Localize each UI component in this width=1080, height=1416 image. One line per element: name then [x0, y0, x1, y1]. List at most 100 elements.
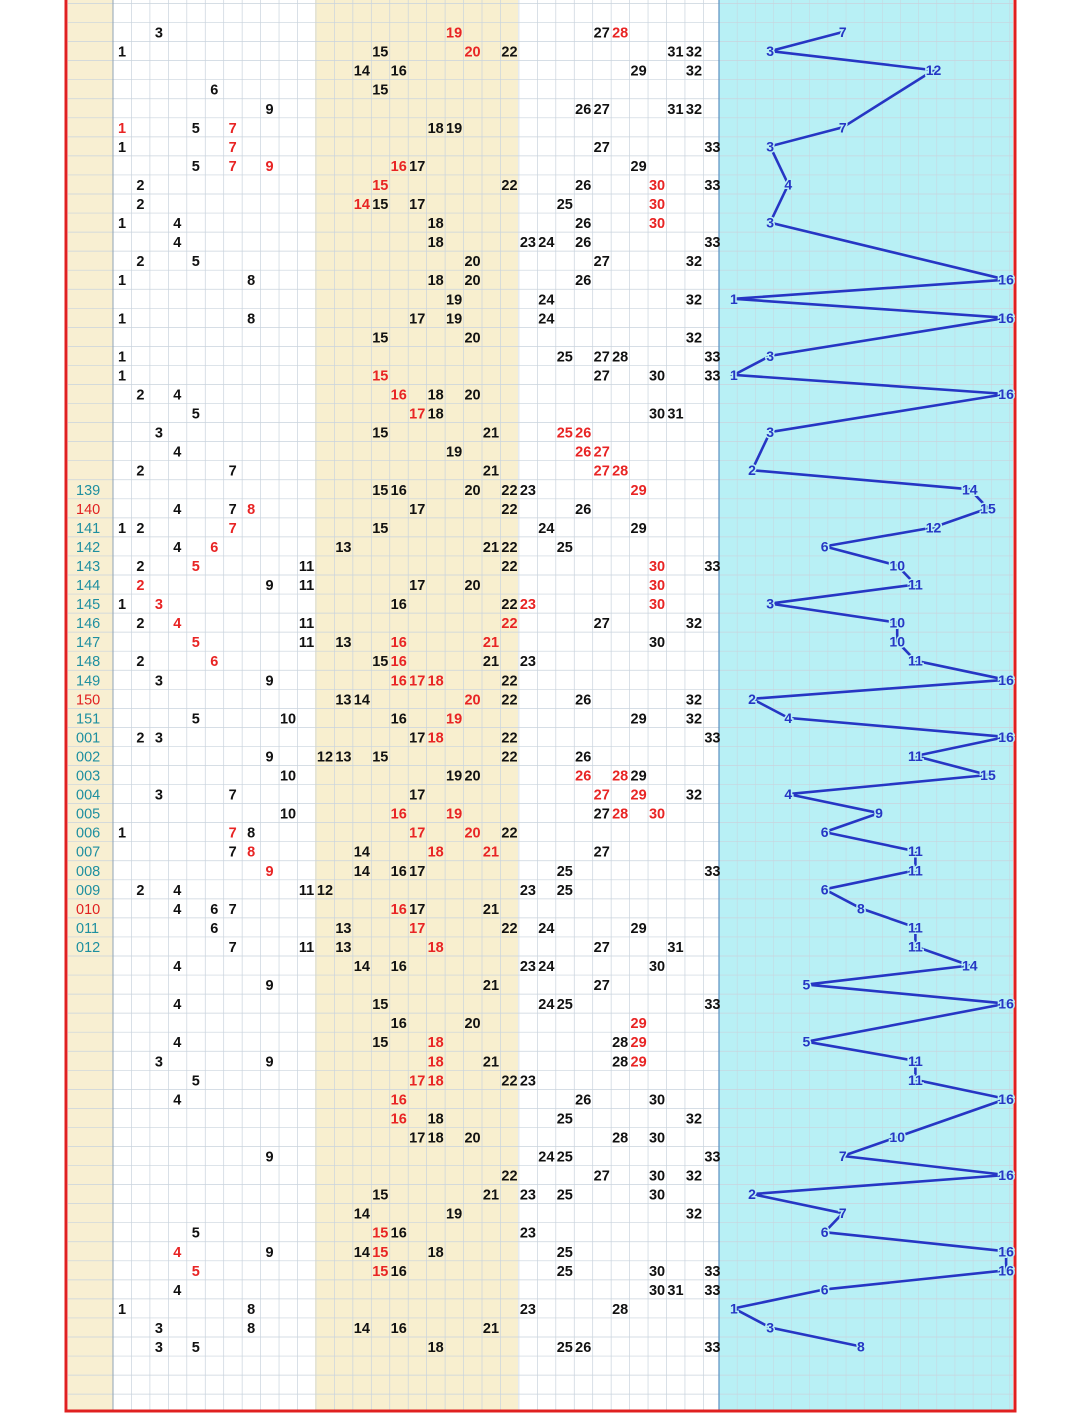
ball-number: 10 — [280, 807, 296, 823]
ball-number: 5 — [192, 407, 200, 423]
ball-number: 14 — [354, 1321, 370, 1337]
ball-number: 25 — [557, 1150, 573, 1166]
period-label: 012 — [76, 940, 100, 956]
period-label: 011 — [76, 921, 99, 937]
ball-number: 13 — [335, 540, 351, 556]
ball-number: 25 — [557, 349, 573, 365]
ball-number: 21 — [483, 1188, 499, 1204]
ball-number: 26 — [575, 216, 591, 232]
ball-number: 26 — [575, 502, 591, 518]
ball-number: 1 — [118, 273, 126, 289]
ball-number: 22 — [501, 45, 517, 61]
ball-number: 21 — [483, 464, 499, 480]
ball-number: 26 — [575, 749, 591, 765]
ball-number: 11 — [299, 559, 314, 575]
ball-number: 7 — [229, 940, 237, 956]
period-label: 002 — [76, 749, 100, 765]
ball-number: 26 — [575, 426, 591, 442]
ball-number: 4 — [173, 902, 181, 918]
ball-number: 20 — [464, 254, 480, 270]
period-label: 149 — [76, 673, 100, 689]
ball-number: 4 — [173, 540, 181, 556]
ball-number: 5 — [192, 635, 200, 651]
ball-number: 23 — [520, 1188, 536, 1204]
ball-number: 28 — [612, 1302, 628, 1318]
trend-point-label: 1 — [730, 367, 738, 383]
ball-number: 5 — [192, 254, 200, 270]
ball-number: 19 — [446, 711, 462, 727]
ball-number: 22 — [501, 502, 517, 518]
ball-number: 33 — [704, 178, 720, 194]
ball-number: 27 — [594, 26, 610, 42]
ball-number: 18 — [428, 1340, 444, 1356]
trend-point-label: 16 — [998, 1091, 1014, 1107]
ball-number: 9 — [266, 1150, 274, 1166]
ball-number: 27 — [594, 102, 610, 118]
ball-number: 32 — [686, 64, 702, 80]
ball-number: 26 — [575, 273, 591, 289]
ball-number: 14 — [354, 1207, 370, 1223]
ball-number: 30 — [649, 1283, 665, 1299]
ball-number: 20 — [464, 1130, 480, 1146]
ball-number: 10 — [280, 711, 296, 727]
ball-number: 28 — [612, 464, 628, 480]
ball-number: 17 — [409, 1130, 425, 1146]
ball-number: 22 — [501, 673, 517, 689]
ball-number: 30 — [649, 559, 665, 575]
ball-number: 28 — [612, 1054, 628, 1070]
trend-point-label: 11 — [908, 1053, 923, 1069]
ball-number: 29 — [631, 1054, 647, 1070]
trend-point-label: 9 — [875, 805, 883, 821]
trend-point-label: 15 — [980, 500, 996, 516]
trend-point-label: 12 — [926, 62, 942, 78]
ball-number: 30 — [649, 1130, 665, 1146]
ball-number: 26 — [575, 1092, 591, 1108]
ball-number: 32 — [686, 692, 702, 708]
ball-number: 26 — [575, 235, 591, 251]
ball-number: 30 — [649, 1264, 665, 1280]
ball-number: 25 — [557, 197, 573, 213]
ball-number: 23 — [520, 597, 536, 613]
ball-number: 32 — [686, 45, 702, 61]
ball-number: 22 — [501, 826, 517, 842]
ball-number: 2 — [136, 197, 144, 213]
ball-number: 14 — [354, 845, 370, 861]
ball-number: 7 — [229, 121, 237, 137]
ball-number: 27 — [594, 349, 610, 365]
ball-number: 4 — [173, 959, 181, 975]
ball-number: 20 — [464, 483, 480, 499]
ball-number: 27 — [594, 1169, 610, 1185]
trend-point-label: 1 — [730, 1300, 738, 1316]
ball-number: 4 — [173, 1035, 181, 1051]
ball-number: 18 — [428, 940, 444, 956]
ball-number: 8 — [247, 826, 255, 842]
ball-number: 18 — [428, 673, 444, 689]
ball-number: 16 — [391, 902, 407, 918]
ball-number: 24 — [538, 521, 554, 537]
ball-number: 16 — [391, 1264, 407, 1280]
ball-number: 21 — [483, 1321, 499, 1337]
ball-number: 5 — [192, 121, 200, 137]
trend-point-label: 16 — [998, 272, 1014, 288]
ball-number: 17 — [409, 1073, 425, 1089]
ball-number: 15 — [372, 1226, 388, 1242]
ball-number: 21 — [483, 1054, 499, 1070]
ball-number: 19 — [446, 445, 462, 461]
ball-number: 24 — [538, 959, 554, 975]
ball-number: 2 — [136, 388, 144, 404]
ball-number: 18 — [428, 121, 444, 137]
trend-point-label: 3 — [766, 215, 774, 231]
period-label: 146 — [76, 616, 100, 632]
ball-number: 26 — [575, 1340, 591, 1356]
ball-number: 2 — [136, 654, 144, 670]
ball-number: 30 — [649, 216, 665, 232]
middle-zone-band — [315, 0, 518, 1410]
ball-number: 27 — [594, 368, 610, 384]
ball-number: 9 — [266, 749, 274, 765]
ball-number: 8 — [247, 311, 255, 327]
ball-number: 26 — [575, 692, 591, 708]
period-label: 010 — [76, 902, 100, 918]
period-column: 139 140 141 142 143 144 145 146 147 148 149 150 151 0… — [76, 483, 100, 956]
ball-number: 28 — [612, 349, 628, 365]
ball-number: 9 — [266, 159, 274, 175]
